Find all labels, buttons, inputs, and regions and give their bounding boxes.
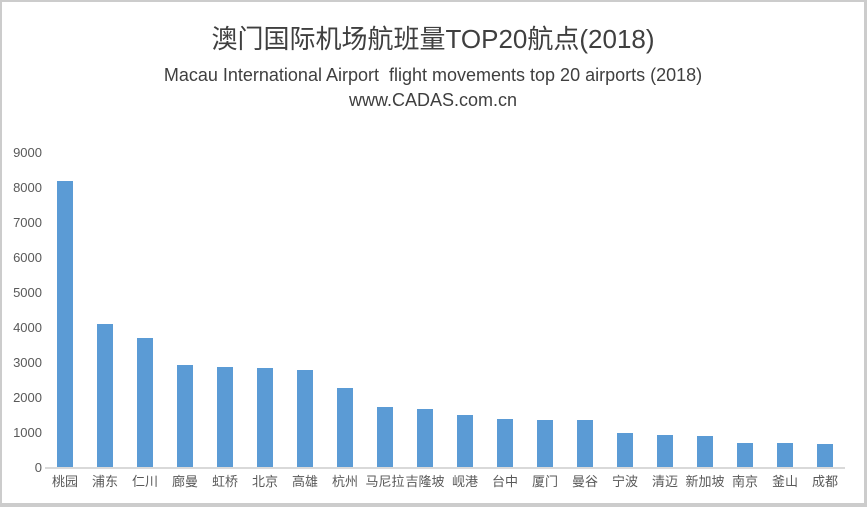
x-tick-label: 台中 [491, 474, 518, 489]
chart-subtitle: Macau International Airport flight movem… [163, 65, 703, 85]
y-tick-label: 0 [34, 460, 42, 475]
x-tick-label: 浦东 [91, 474, 118, 489]
bar-7 [297, 370, 313, 468]
x-tick-label: 宁波 [611, 474, 638, 489]
bar-8 [337, 388, 353, 468]
y-tick-label: 9000 [13, 145, 42, 160]
bar-3 [137, 338, 153, 468]
x-tick-label: 新加坡 [685, 474, 725, 489]
y-tick-label: 8000 [13, 180, 42, 195]
bar-11 [457, 415, 473, 468]
x-tick-label: 厦门 [531, 474, 558, 489]
x-tick-label: 杭州 [331, 474, 358, 489]
bar-12 [497, 419, 513, 468]
bar-1 [57, 181, 73, 468]
y-tick-label: 5000 [13, 285, 42, 300]
y-tick-label: 3000 [13, 355, 42, 370]
x-tick-label: 曼谷 [571, 474, 598, 489]
bar-5 [217, 367, 233, 468]
bar-17 [697, 436, 713, 468]
y-tick-label: 6000 [13, 250, 42, 265]
bar-19 [777, 443, 793, 468]
bar-16 [657, 435, 673, 468]
bar-4 [177, 365, 193, 468]
bar-2 [97, 324, 113, 468]
bar-6 [257, 368, 273, 468]
y-tick-label: 4000 [13, 320, 42, 335]
x-tick-label: 廊曼 [171, 474, 198, 489]
x-axis-line [45, 467, 845, 469]
bar-15 [617, 433, 633, 468]
x-tick-label: 吉隆坡 [405, 474, 445, 489]
bar-18 [737, 443, 753, 468]
bar-9 [377, 407, 393, 468]
x-tick-label: 仁川 [131, 474, 158, 489]
x-tick-label: 高雄 [291, 474, 318, 489]
x-tick-label: 南京 [731, 474, 758, 489]
x-tick-label: 桃园 [51, 474, 78, 489]
x-tick-label: 虹桥 [211, 474, 238, 489]
x-tick-label: 釜山 [771, 474, 798, 489]
chart-title: 澳门国际机场航班量TOP20航点(2018) [211, 24, 655, 54]
bar-20 [817, 444, 833, 468]
y-tick-label: 2000 [13, 390, 42, 405]
x-tick-label: 北京 [251, 474, 278, 489]
bar-14 [577, 420, 593, 468]
x-tick-label: 岘港 [451, 474, 478, 489]
x-tick-label: 清迈 [651, 474, 678, 489]
y-tick-label: 7000 [13, 215, 42, 230]
bar-10 [417, 409, 433, 468]
x-tick-label: 成都 [811, 474, 838, 489]
bar-13 [537, 420, 553, 468]
x-tick-label: 马尼拉 [365, 474, 405, 489]
chart-source-url: www.CADAS.com.cn [348, 90, 518, 110]
y-tick-label: 1000 [13, 425, 42, 440]
